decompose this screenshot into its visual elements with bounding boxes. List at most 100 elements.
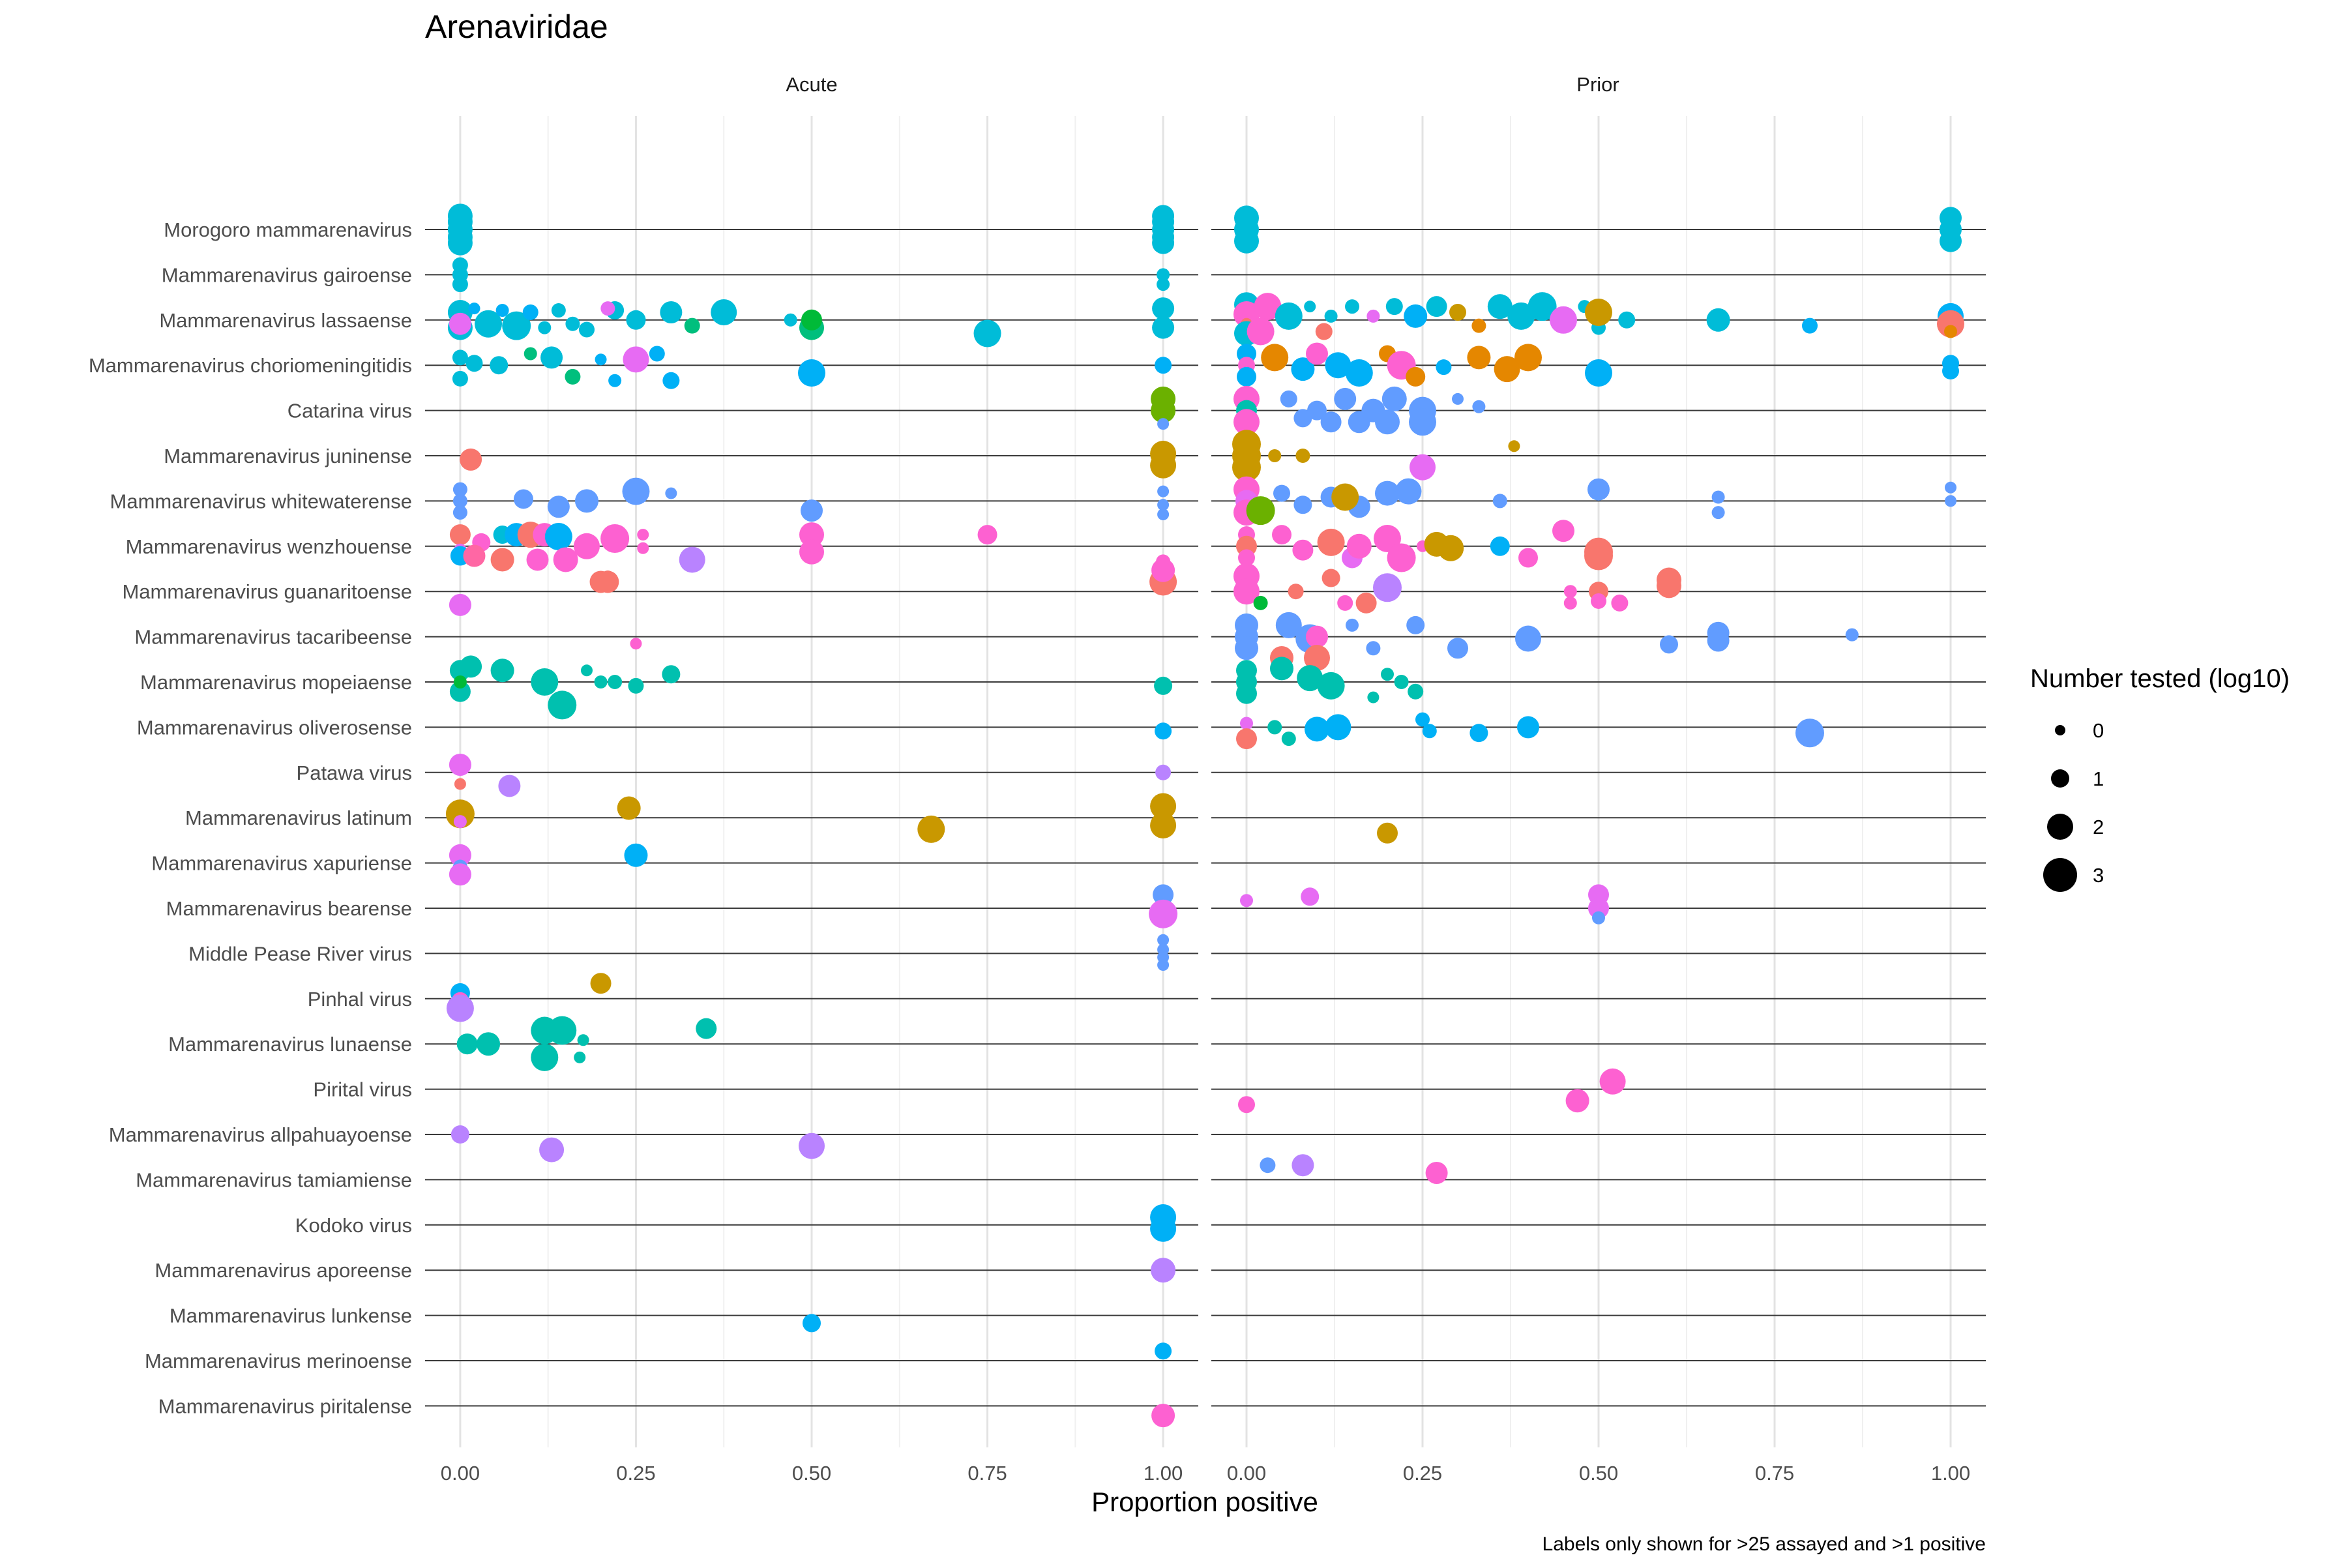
data-point [553, 547, 578, 572]
data-point [452, 505, 467, 520]
data-point [1348, 411, 1370, 434]
data-point [1415, 712, 1430, 727]
data-point [450, 1125, 469, 1144]
data-point [513, 489, 533, 509]
y-tick-labels: Morogoro mammarenavirus Mammarenavirus ga… [89, 218, 412, 1417]
data-point [1408, 683, 1424, 700]
data-point [1588, 898, 1609, 919]
data-point [1346, 533, 1372, 559]
y-tick-label: Mammarenavirus latinum [185, 806, 412, 829]
data-point [1599, 1068, 1626, 1095]
data-point [1707, 629, 1730, 652]
data-point [1301, 887, 1320, 906]
data-point [1247, 318, 1275, 346]
data-point [573, 533, 600, 559]
data-point [1585, 359, 1612, 387]
data-point [1381, 386, 1407, 411]
data-point [522, 304, 539, 321]
data-point [1552, 520, 1574, 542]
data-point [1375, 409, 1400, 435]
data-point [449, 754, 471, 777]
data-point [468, 303, 480, 315]
y-tick-label: Mammarenavirus piritalense [158, 1395, 412, 1417]
data-point [490, 356, 509, 375]
data-point [1550, 306, 1577, 334]
data-point [547, 496, 570, 518]
data-point [660, 301, 683, 324]
y-tick-label: Mammarenavirus lassaense [159, 309, 412, 332]
data-point [608, 675, 623, 689]
data-point [1373, 573, 1402, 602]
data-point [1260, 1157, 1276, 1174]
data-point [1297, 665, 1323, 692]
data-point [1508, 440, 1520, 452]
data-point [452, 349, 468, 366]
data-point [590, 973, 612, 994]
data-point [1152, 205, 1175, 228]
data-point [1321, 569, 1340, 587]
data-point [1374, 525, 1401, 553]
data-point [1657, 573, 1681, 599]
y-tick-label: Mammarenavirus juninense [164, 445, 412, 467]
data-point [577, 1034, 589, 1046]
y-tick-label: Mammarenavirus bearense [166, 897, 412, 920]
data-point [460, 655, 482, 678]
facet-label-prior: Prior [1576, 73, 1619, 96]
data-point [799, 539, 824, 565]
data-point [1253, 595, 1268, 610]
legend-label: 0 [2093, 719, 2104, 742]
legend-key [2047, 814, 2073, 840]
data-point [465, 355, 483, 372]
data-point [531, 1043, 559, 1071]
data-point [1487, 294, 1513, 319]
data-point [1157, 418, 1170, 430]
data-point [1235, 636, 1258, 660]
x-axis-title: Proportion positive [1091, 1487, 1318, 1517]
y-tick-label: Catarina virus [288, 400, 412, 422]
data-point [1944, 325, 1957, 338]
data-point [1291, 357, 1315, 381]
data-point [623, 346, 649, 373]
data-point [524, 347, 537, 361]
legend-label: 3 [2093, 864, 2104, 887]
data-point [1157, 934, 1170, 946]
data-point [477, 1032, 501, 1056]
data-point [1438, 535, 1464, 561]
data-point [1515, 625, 1541, 652]
y-tick-label: Mammarenavirus lunkense [170, 1305, 412, 1327]
data-point [456, 1033, 478, 1055]
data-point [1317, 672, 1345, 700]
data-point [453, 815, 467, 829]
data-point [1306, 342, 1328, 365]
data-point [1151, 398, 1176, 423]
data-point [1292, 1154, 1314, 1177]
size-legend: Number tested (log10) 0 1 2 3 [2030, 664, 2290, 892]
data-point [1377, 822, 1398, 844]
y-tick-label: Kodoko virus [295, 1214, 412, 1237]
data-point [1660, 635, 1678, 654]
data-point [565, 368, 581, 385]
data-point [1492, 494, 1507, 509]
y-tick-label: Mammarenavirus merinoense [145, 1350, 412, 1372]
data-point [1795, 718, 1824, 748]
legend-title: Number tested (log10) [2030, 664, 2290, 693]
data-point [565, 316, 580, 331]
data-point [1406, 366, 1426, 387]
data-point [1155, 1342, 1172, 1360]
data-point [1317, 528, 1345, 556]
legend-label: 1 [2093, 767, 2104, 790]
y-tick-label: Mammarenavirus guanaritoense [122, 580, 412, 603]
data-point [453, 675, 467, 688]
data-point [1157, 485, 1170, 497]
data-point [1153, 884, 1174, 906]
data-point [1151, 558, 1175, 582]
data-point [637, 529, 649, 541]
data-point [1802, 318, 1818, 334]
y-tick-label: Mammarenavirus allpahuayoense [109, 1123, 412, 1146]
data-point [445, 799, 475, 829]
data-point [1494, 356, 1520, 383]
data-point [1154, 676, 1173, 695]
data-point [594, 675, 608, 688]
